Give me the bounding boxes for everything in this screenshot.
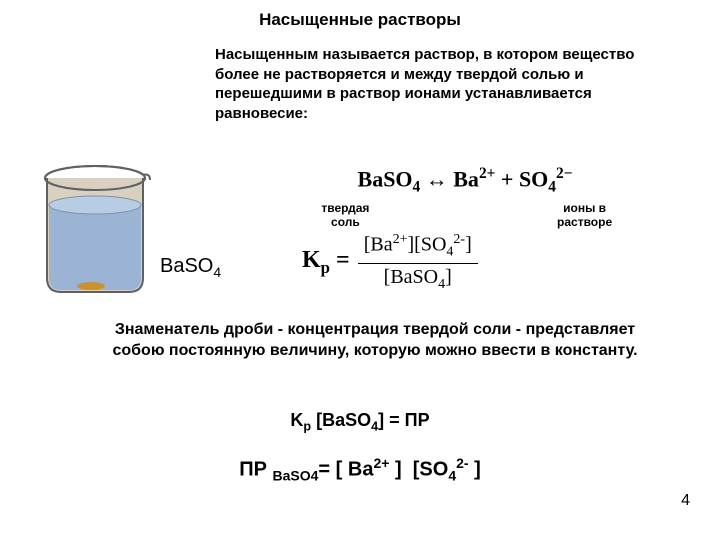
label-ions2: растворе [557, 215, 612, 229]
kp-denominator: [BaSO4] [358, 263, 478, 293]
kp-symbol: Kр = [302, 232, 356, 293]
kp-substitution: Kр [BaSO4] = ПР [0, 410, 720, 434]
equilibrium-equation: BaSO4 ↔ Ba2+ + SO42− твердая соль ионы в… [265, 165, 665, 231]
label-ions1: ионы в [563, 201, 606, 215]
definition-text: Насыщенным называется раствор, в котором… [215, 45, 645, 123]
explanation-text: Знаменатель дроби - концентрация твердой… [100, 320, 650, 362]
page-title: Насыщенные растворы [0, 0, 720, 30]
beaker-illustration [35, 160, 155, 300]
equation-main: BaSO4 ↔ Ba2+ + SO42− [265, 165, 665, 197]
kp-numerator: [Ba2+][SO42-] [358, 232, 478, 263]
beaker-label: BaSO4 [160, 255, 221, 280]
label-solid1: твердая [321, 201, 369, 215]
label-solid2: соль [331, 215, 360, 229]
solubility-product: ПР BaSO4= [ Ba2+ ] [SO42- ] [0, 455, 720, 484]
kp-equation: Kр = [Ba2+][SO42-] [BaSO4] [300, 230, 480, 295]
page-number: 4 [681, 492, 690, 510]
